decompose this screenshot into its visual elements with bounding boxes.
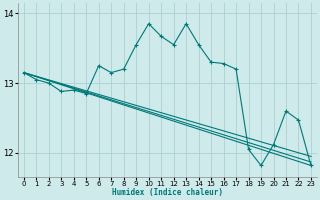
X-axis label: Humidex (Indice chaleur): Humidex (Indice chaleur) — [112, 188, 223, 197]
